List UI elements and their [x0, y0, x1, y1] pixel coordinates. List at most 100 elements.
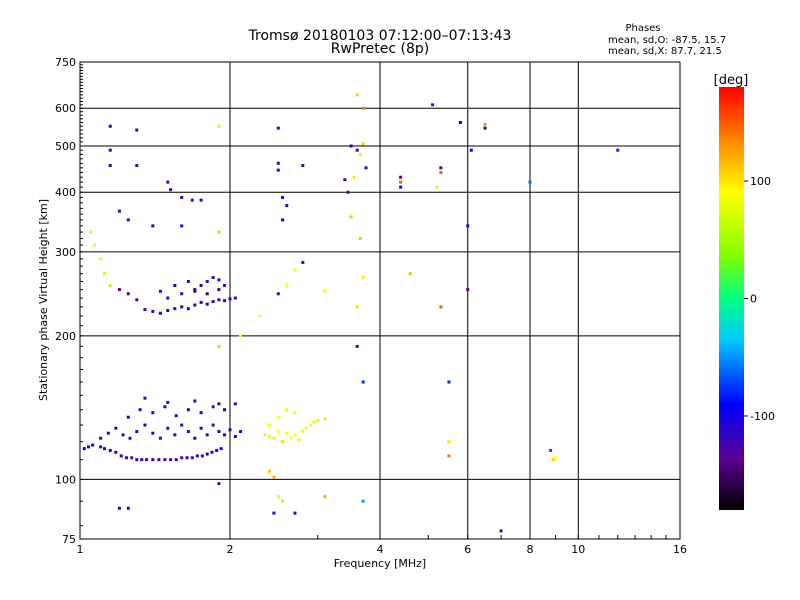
- echo-point: [361, 142, 365, 146]
- echo-point: [205, 452, 209, 456]
- echo-point: [355, 344, 359, 348]
- echo-point: [180, 305, 184, 309]
- echo-point: [301, 260, 305, 264]
- echo-point: [180, 224, 184, 228]
- y-axis-label: Stationary phase Virtual Height [km]: [37, 199, 50, 401]
- echo-point: [180, 423, 184, 427]
- echo-point: [193, 288, 197, 292]
- echo-point: [130, 456, 134, 460]
- echo-point: [126, 415, 130, 419]
- echo-point: [114, 450, 118, 454]
- echo-point: [211, 276, 215, 280]
- echo-point: [174, 458, 178, 462]
- echo-point: [301, 164, 305, 168]
- y-axis-ticks: 75 100 200 300 400 500 600 750: [55, 56, 83, 546]
- echo-point: [121, 433, 125, 437]
- echo-point: [447, 380, 451, 384]
- echo-point: [126, 218, 130, 222]
- echo-point: [163, 458, 167, 462]
- echo-point: [193, 303, 197, 307]
- echo-point: [151, 224, 155, 228]
- echo-point: [135, 298, 139, 302]
- echo-point: [233, 402, 237, 406]
- echo-point: [108, 124, 112, 128]
- echo-point: [233, 296, 237, 300]
- echo-point: [553, 456, 557, 460]
- echo-point: [301, 430, 305, 434]
- echo-point: [158, 311, 162, 315]
- x-tick-label: 16: [673, 543, 687, 556]
- echo-point: [358, 236, 362, 240]
- echo-point: [200, 454, 204, 458]
- echo-point: [293, 433, 297, 437]
- echo-point: [272, 475, 276, 479]
- echo-point: [173, 283, 177, 287]
- echo-point: [151, 458, 155, 462]
- echo-point: [217, 430, 221, 434]
- echo-point: [190, 198, 194, 202]
- echo-point: [399, 175, 403, 179]
- echo-point: [199, 198, 203, 202]
- echo-point: [458, 121, 462, 125]
- x-axis-label: Frequency [MHz]: [334, 557, 426, 570]
- echo-point: [447, 454, 451, 458]
- colorbar-ticks: 100 0 -100: [744, 175, 775, 423]
- echo-point: [285, 408, 289, 412]
- echo-point: [281, 218, 285, 222]
- echo-point: [99, 257, 103, 261]
- echo-point: [108, 148, 112, 152]
- x-axis-ticks: 1 2 4 6 8 10 16: [77, 535, 687, 556]
- echo-point: [399, 180, 403, 184]
- echo-point: [195, 454, 199, 458]
- echo-point: [361, 380, 365, 384]
- phase-info-x: mean, sd,X: 87.7, 21.5: [608, 46, 722, 57]
- echo-point: [140, 458, 144, 462]
- echo-point: [293, 511, 297, 515]
- echo-point: [193, 289, 197, 293]
- echo-point: [169, 188, 173, 192]
- echo-point: [126, 506, 130, 510]
- echo-point: [276, 430, 280, 434]
- echo-point: [199, 411, 203, 415]
- x-tick-label: 4: [377, 543, 384, 556]
- x-tick-label: 10: [571, 543, 585, 556]
- y-tick-label: 600: [55, 102, 76, 115]
- echo-point: [158, 289, 162, 293]
- echo-point: [293, 268, 297, 272]
- echo-point: [103, 272, 107, 276]
- echo-point: [431, 103, 435, 107]
- echo-point: [211, 300, 215, 304]
- echo-point: [166, 400, 170, 404]
- colorbar-tick-label: 100: [750, 175, 771, 188]
- echo-point: [211, 405, 215, 409]
- echo-point: [91, 443, 95, 447]
- echo-point: [106, 431, 110, 435]
- echo-point: [108, 164, 112, 168]
- x-tick-label: 6: [464, 543, 471, 556]
- echo-point: [99, 445, 103, 449]
- colorbar-tick-label: 0: [750, 293, 757, 306]
- echo-point: [346, 190, 350, 194]
- echo-point: [86, 445, 90, 449]
- echo-point: [199, 426, 203, 430]
- echo-point: [217, 344, 221, 348]
- echo-point: [355, 93, 359, 97]
- echo-point: [190, 456, 194, 460]
- echo-point: [447, 440, 451, 444]
- echo-point: [316, 418, 320, 422]
- echo-point: [163, 405, 167, 409]
- echo-point: [145, 458, 149, 462]
- echo-point: [361, 276, 365, 280]
- echo-point: [217, 278, 221, 282]
- echo-point: [157, 458, 161, 462]
- echo-point: [99, 436, 103, 440]
- echo-point: [143, 308, 147, 312]
- chart-subtitle: RwPretec (8p): [331, 41, 429, 57]
- echo-point: [117, 506, 121, 510]
- echo-point: [217, 482, 221, 486]
- echo-point: [126, 292, 130, 296]
- echo-point: [151, 309, 155, 313]
- echo-point: [349, 144, 353, 148]
- echo-point: [223, 299, 227, 303]
- echo-point: [281, 440, 285, 444]
